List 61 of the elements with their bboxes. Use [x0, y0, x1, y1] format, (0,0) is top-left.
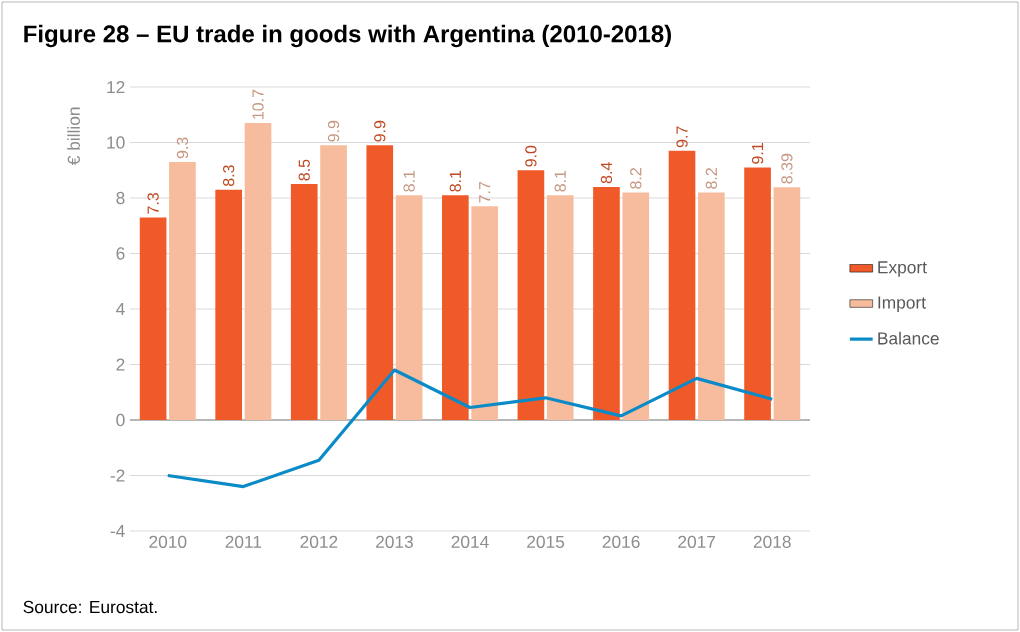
x-tick-label: 2015 [527, 535, 565, 548]
bar [546, 195, 574, 420]
y-axis-title: € billion [67, 107, 80, 166]
x-tick-label: 2012 [300, 535, 338, 548]
data-label: 9.1 [751, 143, 764, 164]
x-tick-label: 2014 [451, 535, 489, 548]
bar [442, 195, 469, 420]
bar [366, 145, 394, 420]
bar [139, 217, 167, 420]
data-label: 8.1 [449, 170, 461, 192]
x-tick-label: 2011 [225, 535, 262, 548]
data-label: 8.1 [403, 170, 415, 192]
source-note: Source: Eurostat. [23, 600, 157, 614]
data-label: 8.1 [554, 170, 566, 192]
bar [517, 170, 545, 420]
x-tick-label: 2018 [753, 535, 791, 548]
bar [698, 192, 725, 420]
bar [169, 161, 196, 420]
bar [395, 195, 423, 420]
data-label: 9.9 [327, 120, 340, 142]
x-tick-label: 2013 [376, 535, 413, 548]
bar [244, 123, 272, 420]
data-label: 8.4 [600, 162, 613, 184]
bar [471, 206, 499, 420]
bar [744, 167, 771, 420]
data-label: 9.9 [374, 120, 386, 142]
x-tick-label: 2017 [678, 535, 716, 548]
data-label: 7.7 [479, 181, 491, 203]
data-label: 8.5 [298, 159, 310, 181]
data-label: 9.7 [676, 126, 688, 148]
bar [320, 145, 347, 420]
bar [668, 150, 696, 420]
y-tick-label: 4 [116, 303, 125, 315]
bar [593, 186, 620, 420]
y-tick-label: 0 [116, 413, 125, 427]
bar [622, 192, 650, 420]
data-label: 8.2 [705, 168, 717, 189]
y-tick-label: 10 [107, 136, 125, 149]
y-tick-label: 8 [116, 191, 125, 205]
x-tick-label: 2010 [149, 535, 187, 548]
y-tick-label: 6 [116, 247, 125, 260]
y-tick-label: 2 [116, 358, 125, 371]
y-tick-label: -4 [110, 525, 125, 537]
bar [215, 189, 242, 420]
data-label: 9.3 [176, 137, 189, 159]
line-series [166, 368, 774, 489]
legend-label: Balance [878, 331, 939, 345]
data-label: 7.3 [147, 192, 159, 214]
bar [290, 184, 318, 420]
data-label: 10.7 [252, 89, 264, 119]
bar [773, 187, 801, 420]
data-label: 8.39 [781, 153, 793, 184]
data-label: 9.0 [525, 145, 537, 167]
x-tick-label: 2016 [602, 535, 640, 548]
y-tick-label: -2 [110, 469, 125, 482]
y-tick-label: 12 [107, 80, 125, 94]
data-label: 8.3 [223, 165, 235, 187]
legend-label: Import [878, 296, 926, 313]
chart-title: Figure 28 – EU trade in goods with Argentina (2010-2018) [24, 24, 671, 48]
legend-label: Export [878, 261, 927, 277]
data-label: 8.2 [630, 168, 642, 189]
